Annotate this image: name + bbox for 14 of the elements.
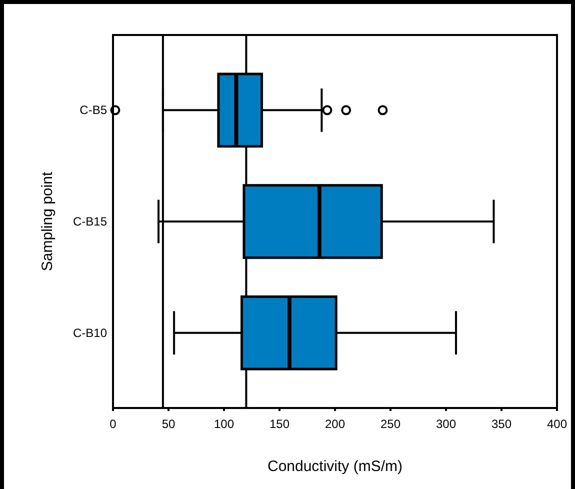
x-tick-label: 0 xyxy=(110,417,117,431)
x-tick-label: 150 xyxy=(269,417,290,431)
y-tick-label: C-B10 xyxy=(72,326,108,340)
x-tick-label: 200 xyxy=(324,417,346,431)
y-axis-title: Sampling point xyxy=(39,171,56,272)
x-tick-label: 300 xyxy=(436,417,456,431)
x-tick-label: 100 xyxy=(214,417,234,431)
x-axis-title: Conductivity (mS/m) xyxy=(267,458,403,475)
x-tick-label: 350 xyxy=(491,417,512,431)
x-tick-label: 50 xyxy=(162,417,176,431)
x-tick-label: 250 xyxy=(380,417,401,431)
y-tick-label: C-B5 xyxy=(80,103,108,118)
x-tick-label: 400 xyxy=(546,417,568,431)
y-tick-label: C-B15 xyxy=(72,214,108,228)
